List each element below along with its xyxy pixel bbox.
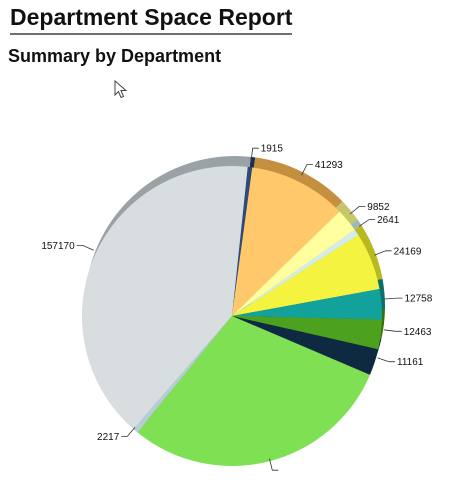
pie-slice bbox=[232, 166, 253, 316]
pie-leader-line bbox=[301, 164, 313, 176]
pie-slice bbox=[232, 288, 383, 320]
pie-labels: 1915 41293 9852 2641 24169 12758 12463 11161 221… bbox=[41, 144, 433, 471]
pie-data-label: 1915 bbox=[261, 144, 284, 155]
pie-slice bbox=[133, 316, 232, 433]
pie-data-label: 12758 bbox=[405, 294, 433, 305]
pie-data-label: 2217 bbox=[97, 432, 120, 443]
pie-slice bbox=[232, 229, 359, 316]
pie-leader-line bbox=[383, 329, 402, 332]
report-subtitle: Summary by Department bbox=[8, 46, 222, 66]
mouse-pointer-icon bbox=[114, 80, 128, 99]
pie-leader-line bbox=[121, 426, 136, 437]
pie-slice bbox=[232, 211, 355, 316]
pie-slice bbox=[137, 316, 370, 466]
pie-slice bbox=[232, 167, 340, 316]
pie-slice bbox=[232, 316, 379, 375]
pie-leader-line bbox=[384, 297, 403, 300]
pie-leader-line bbox=[377, 357, 395, 363]
pie-data-label: 24169 bbox=[394, 246, 422, 257]
pie-leader-line bbox=[374, 250, 392, 256]
pie-leader-line bbox=[269, 458, 279, 471]
pie-chart: 1915 41293 9852 2641 24169 12758 12463 11161 221… bbox=[0, 100, 474, 480]
pie-slice bbox=[232, 235, 380, 316]
pie-top bbox=[81, 165, 383, 466]
pie-data-label: 9852 bbox=[367, 202, 390, 213]
pie-leader-line bbox=[349, 206, 366, 215]
pie-slice bbox=[81, 165, 248, 429]
pie-data-label: 11161 bbox=[397, 357, 424, 368]
pie-leader-line bbox=[358, 219, 376, 227]
pie-leader-line bbox=[250, 147, 259, 161]
pie-data-label: 157170 bbox=[41, 241, 75, 252]
report-title: Department Space Report bbox=[10, 2, 293, 35]
pie-data-label: 12463 bbox=[404, 327, 432, 338]
pie-chart-svg: 1915 41293 9852 2641 24169 12758 12463 11161 221… bbox=[41, 144, 433, 471]
pie-leader-line bbox=[76, 244, 94, 251]
pie-data-label: 2641 bbox=[377, 215, 400, 226]
pie-data-label: 41293 bbox=[315, 160, 343, 171]
pie-slice bbox=[232, 316, 382, 350]
